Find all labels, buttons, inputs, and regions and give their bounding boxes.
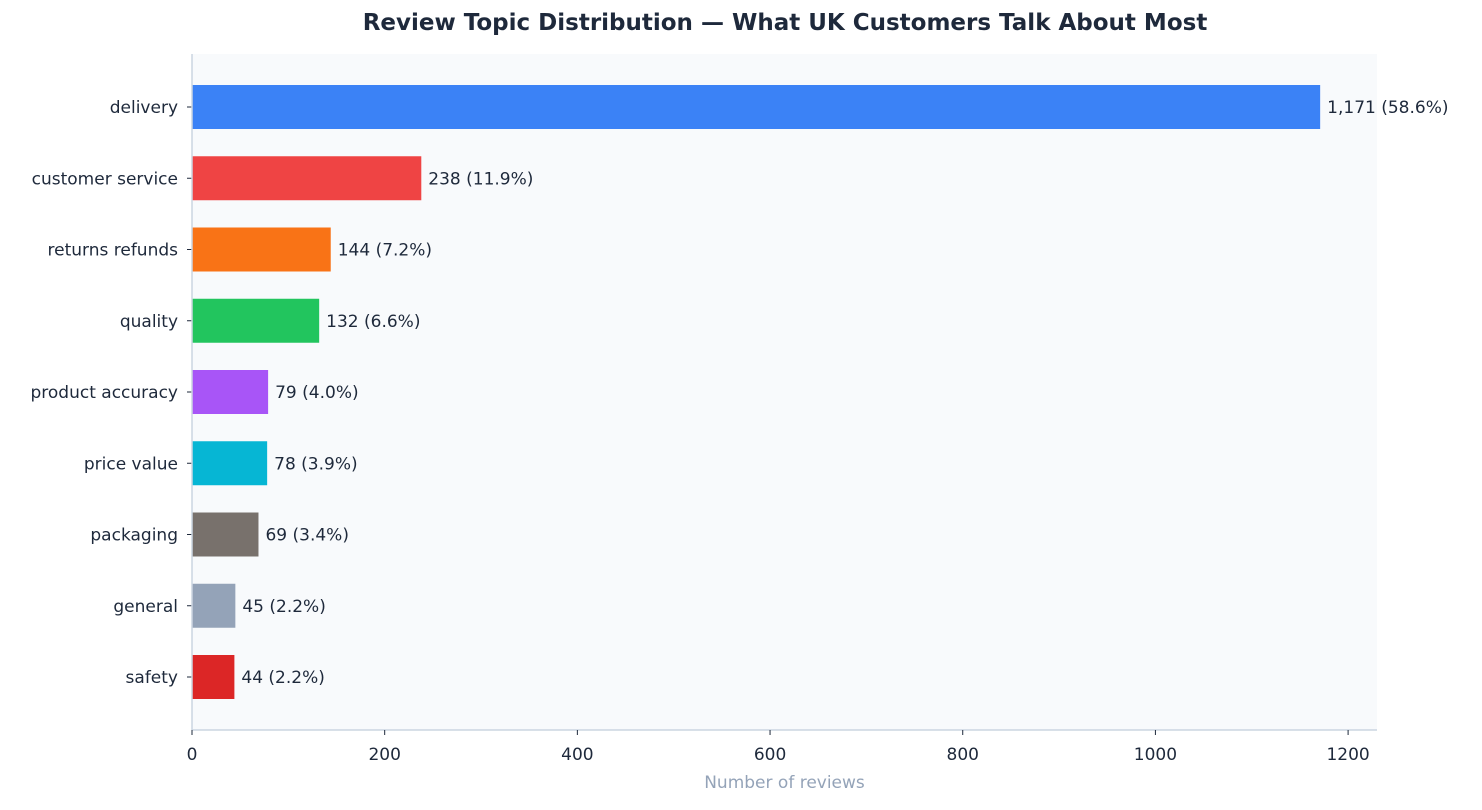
category-label: general xyxy=(113,597,178,617)
category-label: customer service xyxy=(32,169,178,189)
bar xyxy=(192,298,320,343)
category-label: returns refunds xyxy=(48,241,179,261)
bar xyxy=(192,227,331,272)
bar xyxy=(192,512,259,557)
x-tick-label: 600 xyxy=(754,745,786,765)
data-label: 1,171 (58.6%) xyxy=(1327,98,1448,118)
data-label: 69 (3.4%) xyxy=(265,526,349,546)
x-tick-label: 1200 xyxy=(1326,745,1369,765)
bar xyxy=(192,583,236,628)
bar xyxy=(192,370,269,414)
data-label: 44 (2.2%) xyxy=(241,668,325,688)
bar xyxy=(192,85,1321,129)
bar xyxy=(192,156,422,201)
x-tick-label: 200 xyxy=(368,745,400,765)
plot-area xyxy=(192,54,1377,730)
x-tick-label: 800 xyxy=(947,745,979,765)
x-tick-label: 0 xyxy=(187,745,198,765)
category-label: quality xyxy=(120,312,178,332)
data-label: 238 (11.9%) xyxy=(428,169,533,189)
category-label: delivery xyxy=(110,98,178,118)
x-axis-label: Number of reviews xyxy=(704,773,865,793)
data-label: 79 (4.0%) xyxy=(275,383,359,403)
data-label: 132 (6.6%) xyxy=(326,312,420,332)
category-label: packaging xyxy=(90,526,178,546)
bar xyxy=(192,655,235,699)
category-label: safety xyxy=(126,668,178,688)
x-tick-label: 400 xyxy=(561,745,593,765)
x-tick-label: 1000 xyxy=(1134,745,1177,765)
category-label: product accuracy xyxy=(31,383,179,403)
category-label: price value xyxy=(84,454,178,474)
bar xyxy=(192,441,268,486)
data-label: 144 (7.2%) xyxy=(338,241,432,261)
data-label: 45 (2.2%) xyxy=(242,597,325,617)
chart-title: Review Topic Distribution — What UK Cust… xyxy=(362,10,1208,36)
data-label: 78 (3.9%) xyxy=(274,454,358,474)
